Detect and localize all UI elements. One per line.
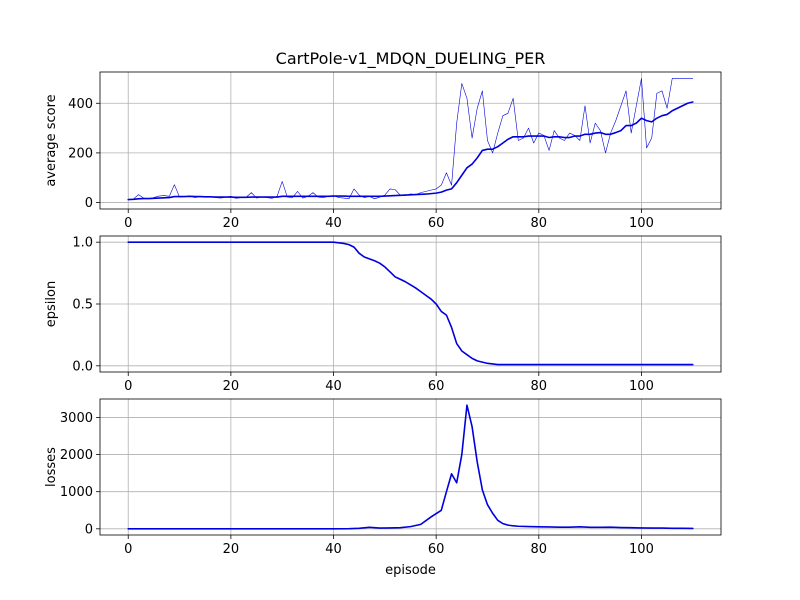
x-tick-label: 80 bbox=[531, 216, 548, 231]
x-axis-ticks: 0 20 40 60 80 100 bbox=[124, 209, 654, 231]
x-tick-label: 0 bbox=[124, 379, 132, 394]
x-tick-label: 40 bbox=[325, 542, 342, 557]
axes-frame bbox=[99, 398, 722, 536]
x-tick-label: 20 bbox=[223, 216, 240, 231]
x-tick-label: 80 bbox=[531, 379, 548, 394]
x-tick-label: 60 bbox=[428, 379, 445, 394]
y-axis-ticks: 0 1000 2000 3000 bbox=[60, 411, 100, 537]
x-tick-label: 60 bbox=[428, 542, 445, 557]
y-tick-label: 200 bbox=[68, 146, 93, 161]
y-tick-label: 3000 bbox=[60, 411, 93, 426]
y-axis-ticks: 0 200 400 bbox=[68, 97, 100, 211]
series-line-thick bbox=[127, 241, 694, 366]
x-tick-label: 20 bbox=[223, 542, 240, 557]
x-axis-label: episode bbox=[385, 563, 436, 578]
y-axis-ticks: 0.0 0.5 1.0 bbox=[72, 236, 100, 374]
x-tick-label: 0 bbox=[124, 542, 132, 557]
series-group bbox=[127, 404, 694, 530]
x-tick-label: 100 bbox=[629, 379, 654, 394]
y-axis-label: epsilon bbox=[44, 281, 59, 327]
series-line-thick bbox=[127, 101, 694, 201]
x-tick-label: 40 bbox=[325, 379, 342, 394]
y-tick-label: 0 bbox=[85, 522, 93, 537]
axes-frame bbox=[99, 71, 722, 210]
gridlines bbox=[100, 72, 721, 209]
x-tick-label: 0 bbox=[124, 216, 132, 231]
subplot-epsilon: 0 20 40 60 80 100 0.0 0.5 1.0 epsilon bbox=[44, 235, 722, 394]
x-tick-label: 20 bbox=[223, 379, 240, 394]
chart-title: CartPole-v1_MDQN_DUELING_PER bbox=[276, 49, 546, 69]
y-tick-label: 1.0 bbox=[72, 236, 93, 251]
x-tick-label: 100 bbox=[629, 542, 654, 557]
series-group bbox=[127, 78, 694, 201]
x-tick-label: 100 bbox=[629, 216, 654, 231]
x-axis-ticks: 0 20 40 60 80 100 bbox=[124, 535, 654, 557]
x-tick-label: 80 bbox=[531, 542, 548, 557]
series-line-thick bbox=[127, 404, 694, 530]
y-tick-label: 400 bbox=[68, 97, 93, 112]
subplot-average-score: 0 20 40 60 80 100 0 200 400 average score bbox=[44, 71, 722, 231]
y-axis-label: average score bbox=[44, 94, 59, 186]
y-tick-label: 2000 bbox=[60, 448, 93, 463]
y-tick-label: 0.0 bbox=[72, 359, 93, 374]
x-tick-label: 60 bbox=[428, 216, 445, 231]
y-tick-label: 0 bbox=[85, 196, 93, 211]
y-axis-label: losses bbox=[44, 447, 59, 487]
series-group bbox=[127, 241, 694, 366]
x-axis-ticks: 0 20 40 60 80 100 bbox=[124, 372, 654, 394]
y-tick-label: 0.5 bbox=[72, 298, 93, 313]
x-tick-label: 40 bbox=[325, 216, 342, 231]
y-tick-label: 1000 bbox=[60, 485, 93, 500]
